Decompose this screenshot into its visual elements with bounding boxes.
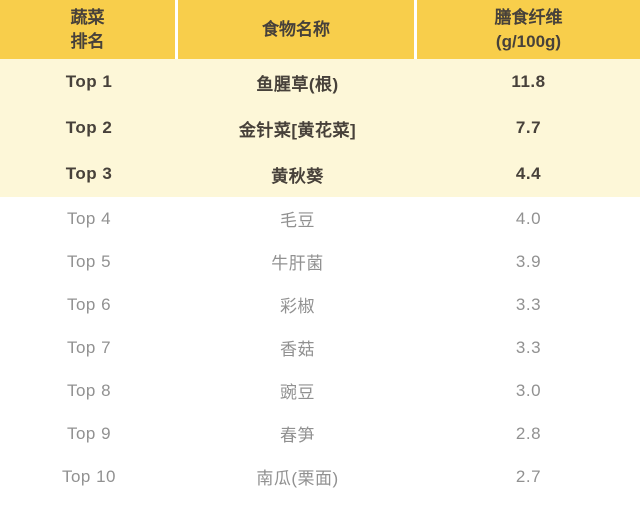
rank-cell: Top 4 xyxy=(66,208,112,228)
header-fiber-column: 膳食纤维 (g/100g) xyxy=(417,0,640,59)
fiber-cell: 11.8 xyxy=(511,72,546,91)
fiber-cell: 7.7 xyxy=(515,118,542,137)
fiber-cell: 4.0 xyxy=(515,208,542,228)
food-cell: 彩椒 xyxy=(280,297,315,316)
fiber-cell: 3.3 xyxy=(515,294,542,314)
rank-cell: Top 5 xyxy=(66,251,112,271)
header-rank-column: 蔬菜 排名 xyxy=(0,0,175,59)
fiber-cell: 3.0 xyxy=(515,380,542,400)
table-row: Top 9 春笋 2.8 xyxy=(0,412,640,455)
table-row: Top 4 毛豆 4.0 xyxy=(0,197,640,240)
rank-cell: Top 2 xyxy=(65,118,113,137)
header-food-column: 食物名称 xyxy=(178,0,414,59)
rank-cell: Top 1 xyxy=(65,72,113,91)
food-cell: 黄秋葵 xyxy=(271,166,324,186)
table-row: Top 6 彩椒 3.3 xyxy=(0,283,640,326)
table-row: Top 2 金针菜[黄花菜] 7.7 xyxy=(0,105,640,151)
table-row: Top 10 南瓜(栗面) 2.7 xyxy=(0,455,640,498)
fiber-cell: 2.8 xyxy=(515,423,542,443)
rank-cell: Top 6 xyxy=(66,294,112,314)
fiber-cell: 3.9 xyxy=(515,251,542,271)
table-row: Top 3 黄秋葵 4.4 xyxy=(0,151,640,197)
table-row: Top 7 香菇 3.3 xyxy=(0,326,640,369)
food-cell: 金针菜[黄花菜] xyxy=(238,120,357,140)
food-cell: 牛肝菌 xyxy=(271,254,324,273)
table-header-row: 蔬菜 排名 食物名称 膳食纤维 (g/100g) xyxy=(0,0,640,59)
rank-cell: Top 7 xyxy=(66,337,112,357)
header-rank-line1: 蔬菜 xyxy=(70,7,105,27)
table-row: Top 1 鱼腥草(根) 11.8 xyxy=(0,59,640,105)
header-food-label: 食物名称 xyxy=(262,19,330,39)
rank-cell: Top 10 xyxy=(61,466,117,486)
header-rank-line2: 排名 xyxy=(70,31,105,51)
rank-cell: Top 3 xyxy=(65,164,113,183)
rank-cell: Top 8 xyxy=(66,380,112,400)
fiber-cell: 2.7 xyxy=(515,466,542,486)
header-fiber-line1: 膳食纤维 xyxy=(494,7,563,27)
food-cell: 香菇 xyxy=(280,340,315,359)
rank-cell: Top 9 xyxy=(66,423,112,443)
table-row: Top 8 豌豆 3.0 xyxy=(0,369,640,412)
food-cell: 鱼腥草(根) xyxy=(256,74,339,94)
food-cell: 南瓜(栗面) xyxy=(256,469,339,488)
food-cell: 毛豆 xyxy=(280,211,315,230)
table-body: Top 1 鱼腥草(根) 11.8 Top 2 金针菜[黄花菜] 7.7 Top 3 黄秋葵 4… xyxy=(0,59,640,498)
fiber-cell: 3.3 xyxy=(515,337,542,357)
food-cell: 春笋 xyxy=(280,426,315,445)
header-fiber-line2: (g/100g) xyxy=(495,31,562,51)
fiber-cell: 4.4 xyxy=(515,164,542,183)
food-cell: 豌豆 xyxy=(280,383,315,402)
table-row: Top 5 牛肝菌 3.9 xyxy=(0,240,640,283)
